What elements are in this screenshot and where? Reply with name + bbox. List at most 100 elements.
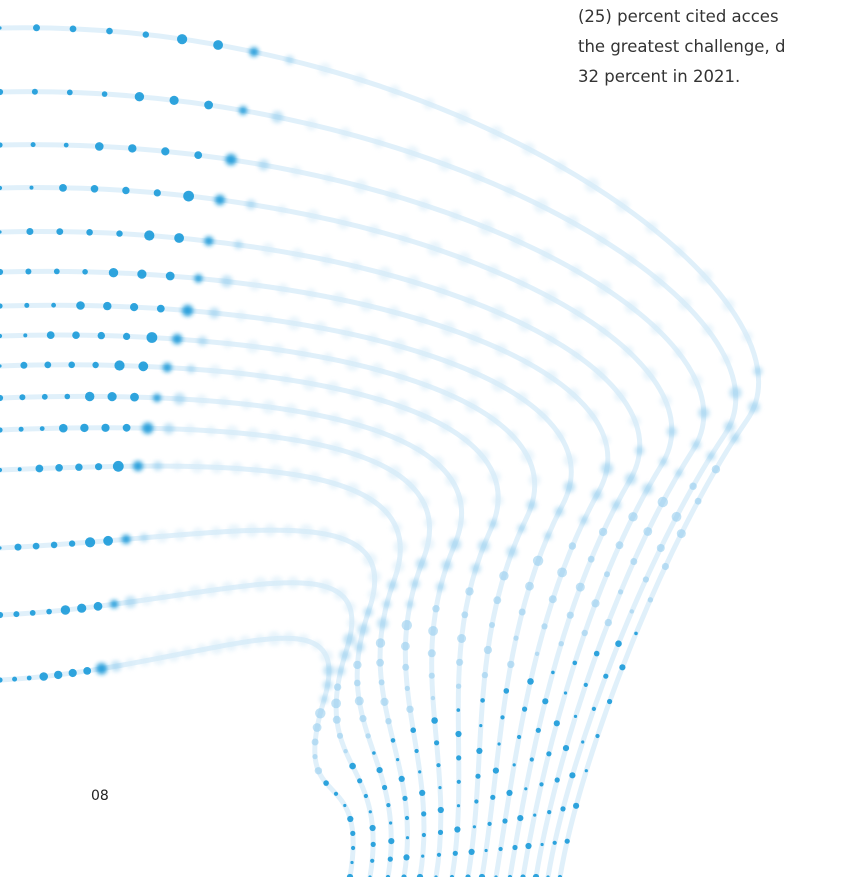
- wave-dot: [591, 489, 603, 501]
- wave-dot: [380, 697, 389, 707]
- wave-dot: [368, 810, 372, 814]
- wave-dot: [650, 322, 663, 335]
- wave-dot: [415, 314, 428, 326]
- wave-dot: [436, 852, 442, 857]
- wave-dot: [431, 717, 438, 724]
- wave-dot: [593, 366, 607, 381]
- wave-dot: [656, 544, 665, 552]
- wave-line: [0, 184, 677, 877]
- wave-dot: [611, 499, 622, 511]
- wave-dot: [563, 481, 576, 493]
- wave-dot: [339, 127, 351, 139]
- wave-dot: [532, 555, 544, 566]
- wave-dot: [419, 789, 426, 797]
- wave-dot: [403, 854, 410, 861]
- wave-dot: [481, 671, 489, 679]
- wave-dot: [435, 582, 446, 592]
- wave-dot: [547, 810, 552, 815]
- wave-dot: [438, 786, 442, 790]
- wave-dot: [186, 364, 196, 374]
- wave-dot: [600, 462, 614, 475]
- wave-dot: [465, 399, 479, 413]
- wave-dot: [245, 523, 259, 538]
- wave-dot: [591, 599, 600, 608]
- wave-dot: [741, 331, 753, 342]
- wave-dot: [75, 463, 83, 471]
- wave-dot: [483, 645, 492, 655]
- wave-line-path: [0, 302, 574, 877]
- wave-dot: [367, 589, 379, 601]
- wave-dot: [230, 462, 243, 475]
- wave-dot: [314, 321, 327, 335]
- wave-dot: [753, 366, 763, 376]
- wave-dot: [702, 324, 714, 336]
- page-number: 08: [91, 788, 109, 804]
- wave-dot: [372, 751, 376, 755]
- wave-dot: [335, 532, 348, 545]
- wave-dot: [676, 529, 686, 539]
- wave-dot: [197, 336, 208, 347]
- wave-dot: [527, 678, 534, 685]
- wave-dot: [213, 40, 224, 50]
- wave-dot: [487, 413, 500, 426]
- wave-dot: [722, 298, 735, 312]
- wave-dot: [246, 339, 260, 353]
- wave-dot: [661, 562, 670, 571]
- wave-dot: [107, 392, 117, 402]
- wave-dot: [362, 552, 377, 567]
- wave-dot: [254, 634, 266, 646]
- wave-dot: [95, 663, 108, 675]
- wave-dot: [597, 325, 610, 337]
- wave-dot: [461, 611, 469, 619]
- wave-dot: [572, 660, 578, 666]
- wave-dot: [177, 34, 188, 45]
- wave-dot: [432, 605, 440, 613]
- wave-dot: [492, 495, 504, 506]
- wave-dot: [512, 763, 516, 767]
- wave-dot: [566, 388, 580, 401]
- wave-dot: [262, 314, 273, 325]
- wave-dot: [142, 422, 154, 434]
- wave-dot: [371, 424, 385, 439]
- wave-dot: [97, 331, 106, 340]
- wave-dot: [545, 332, 558, 346]
- wave-dot: [393, 540, 407, 554]
- wave-dot: [513, 635, 519, 641]
- wave-dot: [494, 343, 508, 356]
- wave-dot: [298, 524, 314, 539]
- wave-dot: [124, 596, 137, 608]
- wave-dot: [64, 393, 71, 400]
- wave-dot: [418, 770, 422, 774]
- wave-dot: [439, 420, 452, 433]
- wave-dot: [395, 370, 408, 384]
- wave-dot: [308, 436, 323, 452]
- wave-dot: [659, 395, 672, 407]
- wave-dot: [184, 424, 196, 435]
- wave-dot: [128, 144, 137, 153]
- wave-dot: [554, 430, 566, 441]
- wave-dot: [238, 106, 248, 115]
- wave-dot: [311, 640, 323, 651]
- wave-dot: [456, 779, 461, 784]
- wave-dot: [46, 608, 52, 615]
- wave-dot: [642, 576, 650, 583]
- wave-dot: [404, 815, 410, 821]
- wave-dot: [253, 577, 268, 592]
- wave-dot: [500, 715, 505, 720]
- wave-dot: [378, 679, 385, 686]
- body-text-line: (25) percent cited acces: [578, 7, 779, 26]
- wave-dot: [349, 762, 356, 770]
- wave-dot: [280, 373, 292, 385]
- wave-dot: [157, 591, 169, 603]
- wave-dot: [205, 425, 217, 436]
- wave-dot: [343, 803, 347, 808]
- wave-line-path: [0, 393, 464, 877]
- wave-dot: [41, 393, 48, 400]
- wave-dot: [367, 333, 379, 345]
- wave-dot: [421, 832, 426, 838]
- wave-dot: [285, 55, 295, 65]
- wave-dot: [318, 579, 333, 594]
- wave-dot: [441, 387, 457, 402]
- wave-dot: [110, 660, 122, 672]
- wave-dot: [29, 185, 34, 190]
